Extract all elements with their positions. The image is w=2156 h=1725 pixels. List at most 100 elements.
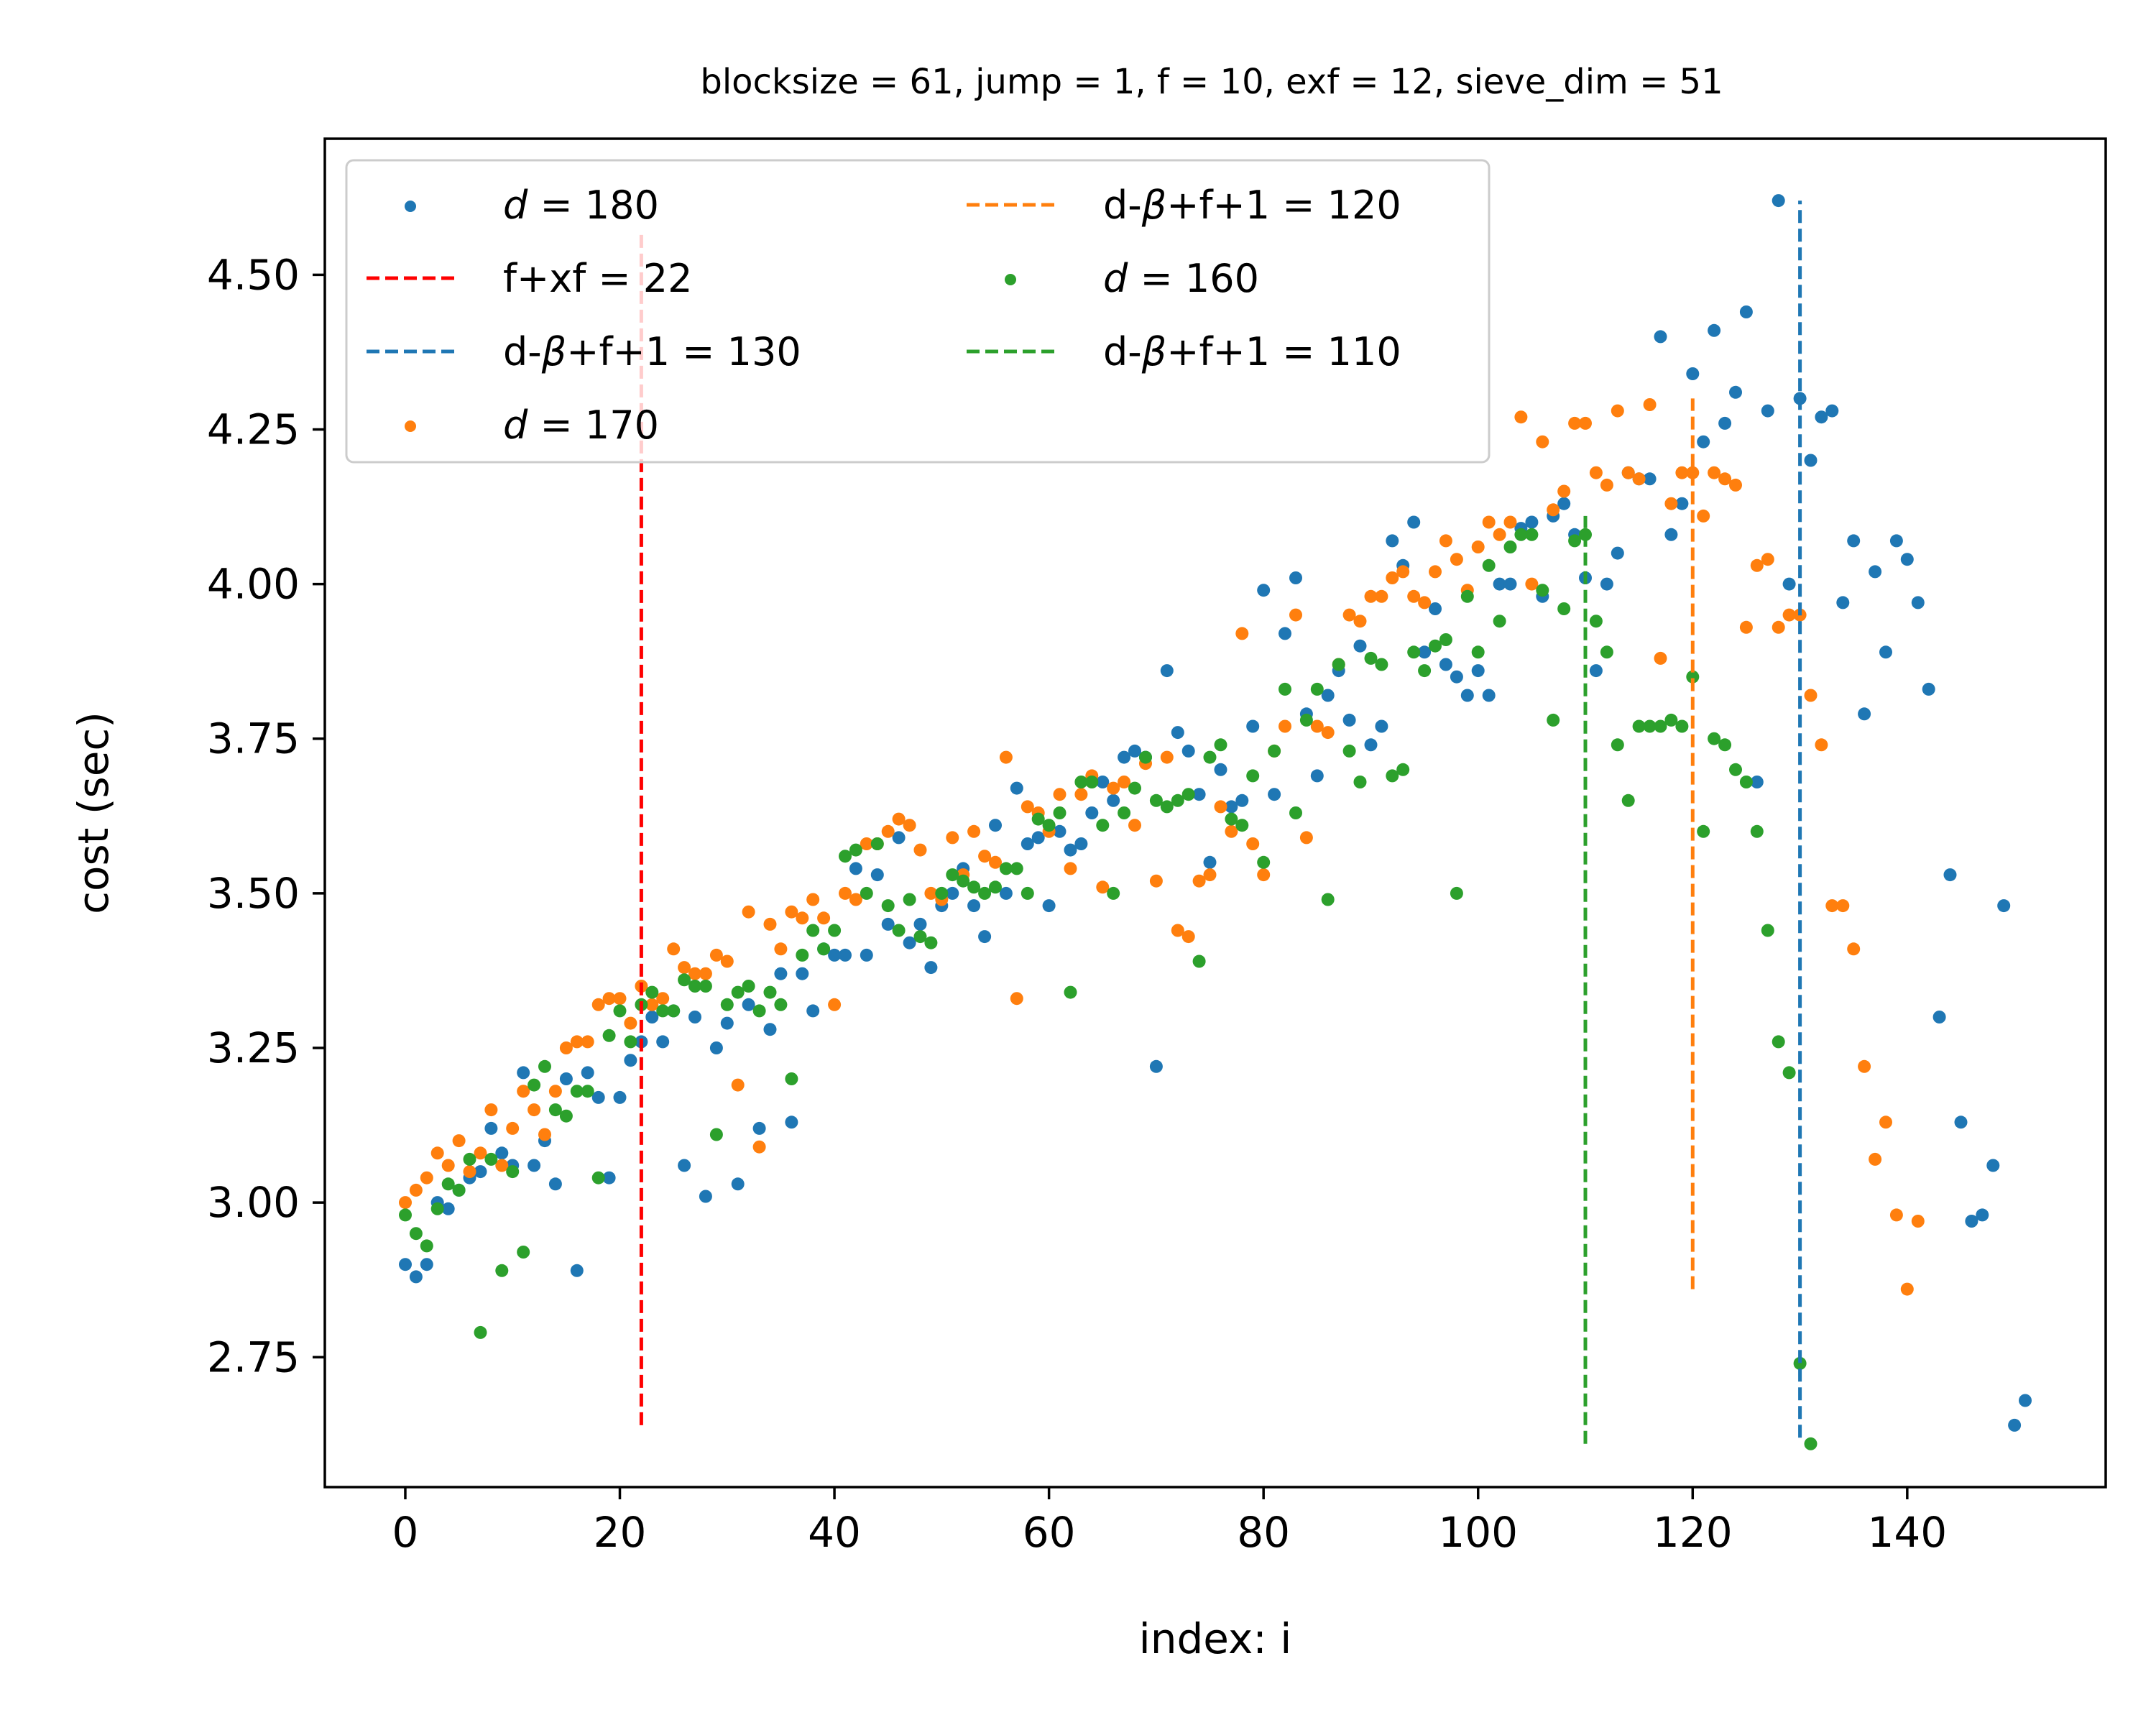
- data-point: [1149, 1059, 1163, 1073]
- data-point: [548, 1085, 562, 1098]
- data-point: [1932, 1011, 1946, 1024]
- data-point: [613, 992, 627, 1006]
- data-point: [731, 1177, 745, 1191]
- data-point: [1310, 769, 1324, 783]
- data-point: [935, 886, 949, 900]
- x-tick-label: 140: [1867, 1508, 1947, 1557]
- data-point: [1096, 819, 1110, 832]
- data-point: [1750, 824, 1764, 838]
- data-point: [1321, 689, 1335, 702]
- legend-label: d-β+f+1 = 130: [503, 329, 801, 374]
- data-point: [774, 998, 788, 1011]
- axes-frame: [323, 137, 2107, 1489]
- data-point: [441, 1177, 455, 1191]
- data-point: [420, 1258, 433, 1271]
- data-point: [1257, 584, 1271, 597]
- data-point: [1192, 788, 1206, 801]
- data-point: [903, 936, 916, 949]
- data-point: [1718, 416, 1732, 430]
- data-point: [1181, 930, 1195, 944]
- data-point: [1568, 416, 1582, 430]
- y-tick-label: 2.75: [207, 1333, 300, 1381]
- data-point: [1064, 843, 1077, 857]
- data-point: [602, 1171, 616, 1184]
- data-point: [1632, 472, 1646, 486]
- data-point: [645, 998, 659, 1011]
- data-point: [828, 948, 842, 962]
- data-point: [1021, 886, 1034, 900]
- data-point: [870, 868, 884, 882]
- data-point: [1611, 404, 1624, 418]
- data-point: [1675, 719, 1689, 733]
- data-point: [1364, 651, 1378, 665]
- data-point: [1203, 750, 1217, 764]
- data-point: [720, 1016, 734, 1030]
- data-point: [892, 831, 906, 845]
- legend-entry-3: d = 170: [405, 402, 659, 448]
- data-point: [1879, 645, 1892, 659]
- data-point: [957, 874, 970, 888]
- data-point: [1503, 515, 1517, 529]
- data-point: [999, 750, 1013, 764]
- data-point: [1021, 800, 1034, 814]
- data-point: [742, 980, 755, 993]
- data-point: [1761, 404, 1774, 418]
- data-point: [1954, 1116, 1968, 1129]
- data-point: [1031, 831, 1045, 845]
- x-tick-label: 60: [1023, 1508, 1076, 1557]
- data-point: [559, 1072, 573, 1085]
- data-point: [1654, 719, 1667, 733]
- data-point: [1139, 750, 1152, 764]
- data-point: [1257, 868, 1271, 882]
- legend-label-text: = 180: [528, 183, 659, 228]
- data-point: [1450, 670, 1463, 684]
- legend-marker-swatch: [1005, 274, 1016, 285]
- data-point: [1869, 565, 1882, 579]
- data-point: [881, 917, 895, 931]
- data-point: [667, 1004, 681, 1018]
- data-point: [860, 837, 873, 850]
- data-point: [1547, 713, 1560, 727]
- data-point: [1503, 577, 1517, 591]
- x-tick-label: 20: [594, 1508, 647, 1557]
- data-point: [645, 985, 659, 999]
- data-point: [1353, 615, 1367, 628]
- legend-label-text: +f+1 = 120: [1166, 183, 1401, 228]
- data-point: [1181, 744, 1195, 758]
- plot-area: [399, 194, 2032, 1450]
- data-point: [1729, 478, 1742, 492]
- legend-label: d-β+f+1 = 120: [1103, 183, 1401, 228]
- data-point: [1654, 330, 1667, 344]
- data-point: [1654, 651, 1667, 665]
- data-point: [1031, 812, 1045, 826]
- legend-label-beta: β: [1141, 183, 1166, 228]
- data-point: [1439, 633, 1452, 646]
- data-point: [1482, 515, 1496, 529]
- data-point: [1181, 788, 1195, 801]
- data-point: [1107, 886, 1120, 900]
- data-point: [1246, 837, 1260, 850]
- x-axis-label: index: i: [1139, 1614, 1292, 1663]
- data-point: [1342, 744, 1356, 758]
- legend-marker-swatch: [405, 420, 416, 432]
- data-point: [645, 1011, 659, 1024]
- data-point: [913, 917, 927, 931]
- data-point: [709, 948, 723, 962]
- data-point: [720, 954, 734, 968]
- data-point: [559, 1109, 573, 1123]
- data-point: [1847, 534, 1861, 548]
- data-point: [785, 905, 798, 919]
- data-point: [828, 998, 842, 1011]
- data-point: [1686, 670, 1700, 684]
- data-point: [1739, 305, 1753, 318]
- data-point: [1235, 794, 1249, 807]
- data-point: [1149, 874, 1163, 888]
- data-point: [752, 1004, 766, 1018]
- legend-label-text: = 160: [1128, 256, 1259, 301]
- data-point: [1128, 744, 1141, 758]
- legend-label-text: = 170: [528, 402, 659, 448]
- data-point: [602, 1029, 616, 1042]
- data-point: [1632, 719, 1646, 733]
- data-point: [1160, 750, 1174, 764]
